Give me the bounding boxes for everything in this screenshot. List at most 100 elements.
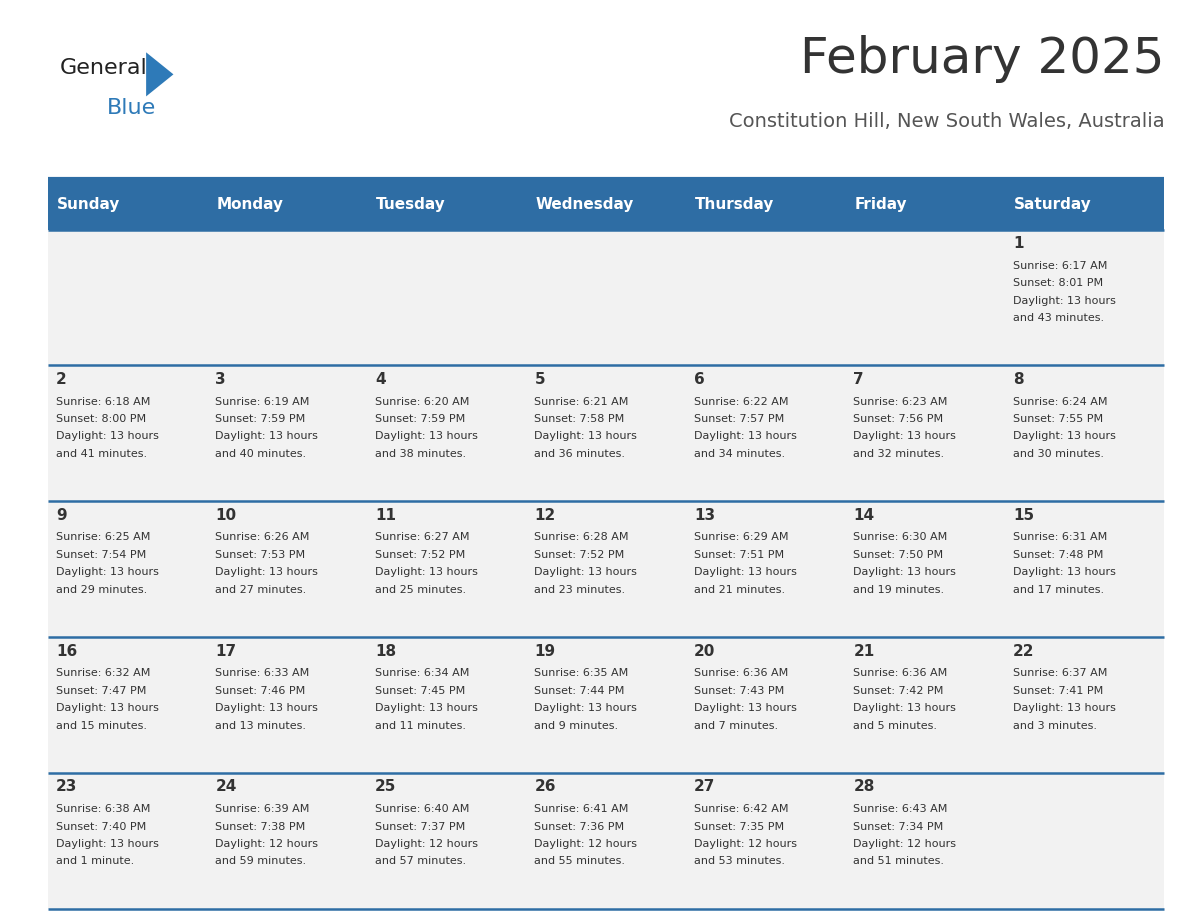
Bar (685, 179, 845, 230)
Text: Sunset: 7:40 PM: Sunset: 7:40 PM (56, 822, 146, 832)
Text: Sunset: 7:57 PM: Sunset: 7:57 PM (694, 414, 784, 424)
Text: Sunrise: 6:27 AM: Sunrise: 6:27 AM (375, 532, 469, 543)
Text: Sunset: 7:34 PM: Sunset: 7:34 PM (853, 822, 943, 832)
Text: Sunset: 7:56 PM: Sunset: 7:56 PM (853, 414, 943, 424)
Text: Daylight: 13 hours: Daylight: 13 hours (56, 431, 159, 442)
Text: Daylight: 13 hours: Daylight: 13 hours (535, 567, 637, 577)
Bar (845, 230, 1005, 365)
Text: Sunset: 7:48 PM: Sunset: 7:48 PM (1013, 550, 1104, 560)
Text: and 27 minutes.: and 27 minutes. (215, 585, 307, 595)
Text: and 29 minutes.: and 29 minutes. (56, 585, 147, 595)
Text: Daylight: 13 hours: Daylight: 13 hours (535, 703, 637, 713)
Text: Sunrise: 6:35 AM: Sunrise: 6:35 AM (535, 668, 628, 678)
Text: 21: 21 (853, 644, 874, 658)
Text: 19: 19 (535, 644, 556, 658)
Text: 26: 26 (535, 779, 556, 794)
Text: Sunrise: 6:28 AM: Sunrise: 6:28 AM (535, 532, 628, 543)
Text: Sunrise: 6:30 AM: Sunrise: 6:30 AM (853, 532, 948, 543)
Text: Daylight: 13 hours: Daylight: 13 hours (375, 703, 478, 713)
Text: Sunrise: 6:25 AM: Sunrise: 6:25 AM (56, 532, 150, 543)
Text: Daylight: 13 hours: Daylight: 13 hours (853, 431, 956, 442)
Text: 23: 23 (56, 779, 77, 794)
Bar (48, 773, 207, 909)
Text: Daylight: 13 hours: Daylight: 13 hours (1013, 431, 1116, 442)
Text: and 7 minutes.: and 7 minutes. (694, 721, 778, 731)
Text: Sunset: 7:42 PM: Sunset: 7:42 PM (853, 686, 944, 696)
Text: Friday: Friday (854, 196, 908, 212)
Text: and 30 minutes.: and 30 minutes. (1013, 449, 1104, 459)
Text: Sunset: 7:44 PM: Sunset: 7:44 PM (535, 686, 625, 696)
Bar (207, 501, 367, 637)
Text: Sunrise: 6:33 AM: Sunrise: 6:33 AM (215, 668, 310, 678)
Text: Sunrise: 6:42 AM: Sunrise: 6:42 AM (694, 804, 789, 814)
Bar (845, 637, 1005, 773)
Text: Sunset: 7:59 PM: Sunset: 7:59 PM (215, 414, 305, 424)
Text: and 9 minutes.: and 9 minutes. (535, 721, 619, 731)
Text: Sunrise: 6:40 AM: Sunrise: 6:40 AM (375, 804, 469, 814)
Bar (367, 230, 526, 365)
Bar (1005, 179, 1164, 230)
Text: Sunset: 7:46 PM: Sunset: 7:46 PM (215, 686, 305, 696)
Text: 16: 16 (56, 644, 77, 658)
Text: Sunrise: 6:20 AM: Sunrise: 6:20 AM (375, 397, 469, 407)
Text: Sunset: 7:53 PM: Sunset: 7:53 PM (215, 550, 305, 560)
Bar (1005, 365, 1164, 501)
Text: Sunrise: 6:24 AM: Sunrise: 6:24 AM (1013, 397, 1107, 407)
Text: Daylight: 12 hours: Daylight: 12 hours (853, 839, 956, 849)
Bar (367, 637, 526, 773)
Text: Saturday: Saturday (1015, 196, 1092, 212)
Text: and 57 minutes.: and 57 minutes. (375, 856, 466, 867)
Text: and 41 minutes.: and 41 minutes. (56, 449, 147, 459)
Text: Sunrise: 6:36 AM: Sunrise: 6:36 AM (853, 668, 948, 678)
Bar (845, 179, 1005, 230)
Text: 1: 1 (1013, 236, 1024, 251)
Text: 9: 9 (56, 508, 67, 522)
Text: 20: 20 (694, 644, 715, 658)
Text: 28: 28 (853, 779, 874, 794)
Text: 12: 12 (535, 508, 556, 522)
Text: Sunrise: 6:18 AM: Sunrise: 6:18 AM (56, 397, 150, 407)
Text: Sunset: 7:50 PM: Sunset: 7:50 PM (853, 550, 943, 560)
Text: Sunrise: 6:34 AM: Sunrise: 6:34 AM (375, 668, 469, 678)
Text: and 19 minutes.: and 19 minutes. (853, 585, 944, 595)
Text: Sunrise: 6:37 AM: Sunrise: 6:37 AM (1013, 668, 1107, 678)
Bar (367, 773, 526, 909)
Text: Daylight: 13 hours: Daylight: 13 hours (215, 567, 318, 577)
Bar (845, 365, 1005, 501)
Text: Daylight: 13 hours: Daylight: 13 hours (1013, 703, 1116, 713)
Bar (48, 179, 207, 230)
Bar (207, 230, 367, 365)
Bar (1005, 230, 1164, 365)
Text: Daylight: 13 hours: Daylight: 13 hours (56, 703, 159, 713)
Polygon shape (146, 52, 173, 96)
Bar (1005, 501, 1164, 637)
Text: Sunset: 7:37 PM: Sunset: 7:37 PM (375, 822, 466, 832)
Text: Sunrise: 6:23 AM: Sunrise: 6:23 AM (853, 397, 948, 407)
Text: Daylight: 13 hours: Daylight: 13 hours (1013, 567, 1116, 577)
Text: Sunset: 7:58 PM: Sunset: 7:58 PM (535, 414, 625, 424)
Text: and 23 minutes.: and 23 minutes. (535, 585, 626, 595)
Text: and 13 minutes.: and 13 minutes. (215, 721, 307, 731)
Text: Daylight: 13 hours: Daylight: 13 hours (853, 703, 956, 713)
Text: 4: 4 (375, 372, 386, 386)
Text: Sunrise: 6:26 AM: Sunrise: 6:26 AM (215, 532, 310, 543)
Text: Daylight: 13 hours: Daylight: 13 hours (1013, 296, 1116, 306)
Bar (526, 365, 685, 501)
Text: 10: 10 (215, 508, 236, 522)
Text: Daylight: 13 hours: Daylight: 13 hours (853, 567, 956, 577)
Text: Sunset: 7:51 PM: Sunset: 7:51 PM (694, 550, 784, 560)
Text: Blue: Blue (107, 98, 156, 118)
Text: Daylight: 13 hours: Daylight: 13 hours (694, 431, 797, 442)
Text: Sunrise: 6:31 AM: Sunrise: 6:31 AM (1013, 532, 1107, 543)
Text: and 59 minutes.: and 59 minutes. (215, 856, 307, 867)
Bar (685, 773, 845, 909)
Bar (526, 637, 685, 773)
Text: Sunrise: 6:32 AM: Sunrise: 6:32 AM (56, 668, 150, 678)
Text: Sunset: 7:52 PM: Sunset: 7:52 PM (535, 550, 625, 560)
Text: Daylight: 13 hours: Daylight: 13 hours (56, 839, 159, 849)
Bar (48, 637, 207, 773)
Text: Constitution Hill, New South Wales, Australia: Constitution Hill, New South Wales, Aust… (728, 112, 1164, 131)
Text: Sunset: 7:35 PM: Sunset: 7:35 PM (694, 822, 784, 832)
Text: Daylight: 12 hours: Daylight: 12 hours (375, 839, 478, 849)
Text: 24: 24 (215, 779, 236, 794)
